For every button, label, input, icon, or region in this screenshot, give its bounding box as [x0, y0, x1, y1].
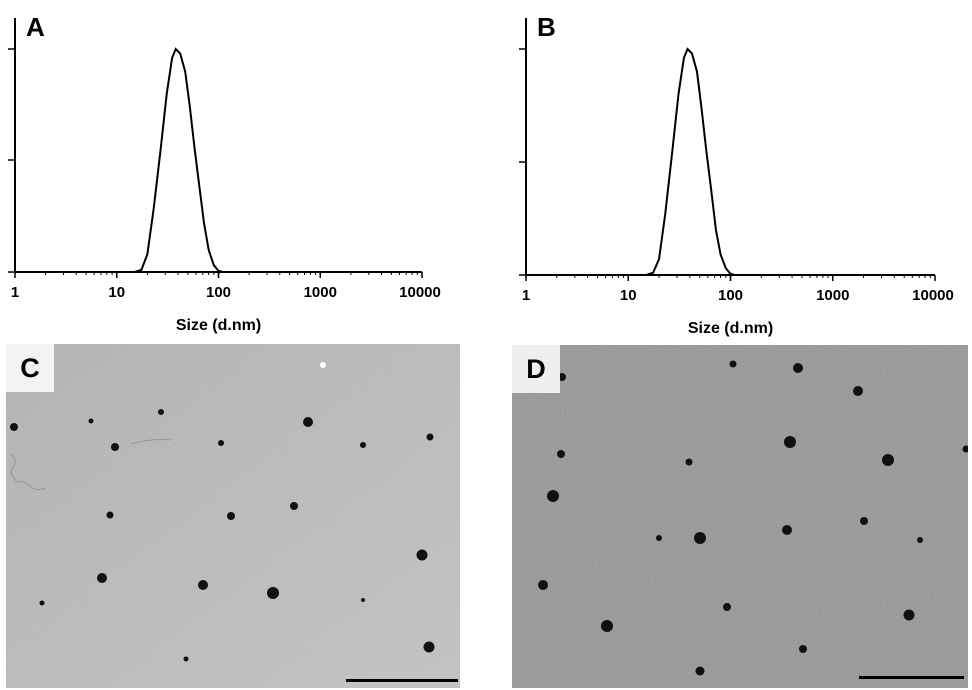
nanoparticle [106, 511, 114, 519]
nanoparticle [538, 580, 548, 590]
panel-label-c-box: C [6, 344, 54, 392]
nanoparticle [793, 363, 803, 373]
nanoparticle [656, 535, 662, 541]
x-tick-labels-b: 1 10 100 1000 10000 [522, 287, 954, 304]
x-tick-label: 10 [108, 284, 125, 301]
panel-label-d: D [526, 354, 546, 384]
nanoparticle [784, 436, 796, 448]
chart-b: B 1 10 100 1000 10000 Size (d.nm) [519, 12, 954, 337]
nanoparticle [601, 620, 613, 632]
series-line-b [526, 47, 935, 276]
scale-bar-d [859, 676, 964, 679]
nanoparticle [962, 445, 968, 453]
tem-image-d: D [512, 345, 968, 688]
nanoparticle [267, 587, 279, 599]
nanoparticle [782, 525, 792, 535]
nanoparticle [882, 454, 894, 466]
nanoparticle [183, 656, 189, 662]
nanoparticle [557, 450, 565, 458]
nanoparticle [729, 360, 737, 368]
nanoparticle [860, 517, 868, 525]
tem-image-d-canvas [512, 345, 968, 688]
nanoparticle [39, 600, 45, 606]
nanoparticle [88, 418, 94, 424]
x-tick-label: 10 [620, 287, 637, 304]
nanoparticle [10, 423, 18, 431]
nanoparticle [97, 573, 107, 583]
nanoparticle [360, 442, 366, 448]
x-axis-title-b: Size (d.nm) [688, 320, 773, 337]
x-tick-label: 1 [522, 287, 530, 304]
nanoparticle [685, 458, 693, 466]
nanoparticle [903, 609, 915, 621]
nanoparticle [695, 666, 705, 676]
nanoparticle [158, 409, 164, 415]
nanoparticle [917, 537, 923, 543]
debris-c [9, 439, 172, 491]
tem-image-c-canvas [6, 344, 460, 688]
nanoparticles-c [10, 409, 435, 662]
x-axis-title-a: Size (d.nm) [176, 317, 261, 334]
x-tick-label: 1000 [304, 284, 337, 301]
nanoparticle [303, 417, 313, 427]
panel-label-b: B [537, 12, 556, 42]
tem-noise-d [512, 345, 968, 688]
chart-a: A 1 10 100 1000 10000 Size (d.nm) [8, 12, 441, 334]
nanoparticle [361, 598, 365, 602]
nanoparticle [694, 532, 706, 544]
nanoparticle [853, 386, 863, 396]
nanoparticle [723, 603, 731, 611]
panel-label-d-box: D [512, 345, 560, 393]
panel-label-c: C [20, 353, 40, 383]
x-tick-label: 1 [11, 284, 19, 301]
x-tick-label: 1000 [816, 287, 849, 304]
x-tick-label: 100 [206, 284, 231, 301]
nanoparticle [227, 512, 235, 520]
nanoparticles-d [538, 360, 968, 676]
nanoparticle [799, 645, 807, 653]
debris-mark [9, 453, 17, 481]
x-tick-labels-a: 1 10 100 1000 10000 [11, 284, 441, 301]
x-tick-label: 100 [718, 287, 743, 304]
nanoparticle [111, 443, 119, 451]
scale-bar-c [346, 679, 458, 682]
tem-image-c: C [6, 344, 460, 688]
nanoparticle [547, 490, 559, 502]
x-tick-label: 10000 [912, 287, 954, 304]
series-line-a [15, 47, 422, 273]
x-tick-label: 10000 [399, 284, 441, 301]
bright-speck [320, 362, 326, 368]
nanoparticle [218, 440, 224, 446]
panel-label-a: A [26, 12, 45, 42]
nanoparticle [426, 433, 434, 441]
nanoparticle [416, 549, 428, 561]
dls-charts: A 1 10 100 1000 10000 Size (d.nm) B [8, 12, 954, 337]
debris-mark [13, 481, 47, 491]
nanoparticle [290, 502, 298, 510]
nanoparticle [198, 580, 208, 590]
debris-mark [130, 439, 172, 445]
nanoparticle [558, 373, 566, 381]
nanoparticle [423, 641, 435, 653]
